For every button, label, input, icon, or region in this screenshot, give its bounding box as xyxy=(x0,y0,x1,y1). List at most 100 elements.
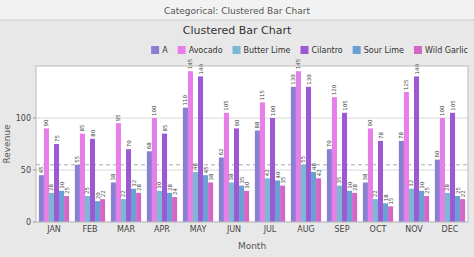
bar xyxy=(435,160,440,222)
data-label: 22 xyxy=(120,190,126,197)
data-label: 125 xyxy=(403,79,409,90)
data-label: 55 xyxy=(300,155,306,162)
data-label: 24 xyxy=(172,188,178,195)
bar xyxy=(327,149,332,222)
bar xyxy=(95,201,100,222)
bar xyxy=(111,182,116,222)
bar xyxy=(100,199,105,222)
legend-item: Cilantro xyxy=(301,46,343,55)
bar xyxy=(440,118,445,222)
bar xyxy=(270,118,275,222)
bar xyxy=(404,92,409,222)
data-label: 70 xyxy=(326,140,332,147)
bar xyxy=(234,128,239,222)
bar xyxy=(445,193,450,222)
legend-label: Sour Lime xyxy=(364,46,404,55)
bar xyxy=(203,175,208,222)
bar xyxy=(337,186,342,222)
x-tick-label: OCT xyxy=(370,225,387,234)
legend-item: Wild Garlic xyxy=(414,46,468,55)
x-tick-label: FEB xyxy=(82,225,97,234)
data-label: 38 xyxy=(208,173,214,180)
bar xyxy=(455,196,460,222)
bar xyxy=(198,76,203,222)
x-tick-label: MAY xyxy=(190,225,207,234)
bar xyxy=(64,196,69,222)
data-label: 120 xyxy=(331,84,337,95)
x-tick-label: MAR xyxy=(117,225,135,234)
data-label: 35 xyxy=(336,176,342,183)
legend-item: A xyxy=(151,46,168,55)
bar xyxy=(90,139,95,222)
data-label: 35 xyxy=(280,176,286,183)
bar xyxy=(306,87,311,222)
bar xyxy=(460,199,465,222)
data-label: 25 xyxy=(64,187,70,194)
data-label: 45 xyxy=(38,166,44,173)
data-label: 38 xyxy=(110,173,116,180)
bar xyxy=(419,191,424,222)
legend-label: A xyxy=(162,46,168,55)
x-tick-label: NOV xyxy=(405,225,423,234)
bar xyxy=(85,196,90,222)
data-label: 90 xyxy=(43,119,49,126)
plot-frame xyxy=(36,66,468,222)
bar xyxy=(131,189,136,222)
data-label: 48 xyxy=(311,163,317,170)
legend-item: Butter Lime xyxy=(233,46,291,55)
bar xyxy=(208,182,213,222)
data-label: 62 xyxy=(218,149,224,156)
bar xyxy=(296,71,301,222)
bar xyxy=(121,199,126,222)
bar xyxy=(193,172,198,222)
data-label: 90 xyxy=(234,119,240,126)
bar xyxy=(414,76,419,222)
bar xyxy=(59,191,64,222)
x-axis-label: Month xyxy=(238,241,266,251)
legend-label: Butter Lime xyxy=(244,46,291,55)
data-label: 115 xyxy=(259,89,265,100)
x-tick-label: JAN xyxy=(46,225,61,234)
bar xyxy=(229,182,234,222)
data-label: 28 xyxy=(444,183,450,190)
bar xyxy=(172,197,177,222)
bar xyxy=(368,128,373,222)
bar xyxy=(167,193,172,222)
bar xyxy=(80,134,85,222)
x-tick-label: JUN xyxy=(226,225,241,234)
bar xyxy=(136,193,141,222)
bar xyxy=(347,191,352,222)
toolbar xyxy=(0,0,474,20)
bar xyxy=(265,178,270,222)
bar xyxy=(280,186,285,222)
data-label: 45 xyxy=(203,166,209,173)
data-label: 95 xyxy=(115,114,121,121)
data-label: 28 xyxy=(48,183,54,190)
title: Clustered Bar Chart xyxy=(183,24,292,37)
bar xyxy=(291,87,296,222)
x-tick-label: JUL xyxy=(263,225,277,234)
legend-swatch xyxy=(353,46,361,54)
x-tick-label: SEP xyxy=(335,225,350,234)
data-label: 42 xyxy=(264,169,270,176)
bar xyxy=(363,182,368,222)
legend-item: Sour Lime xyxy=(353,46,404,55)
legend-swatch xyxy=(301,46,309,54)
plot-area xyxy=(36,66,468,222)
data-label: 105 xyxy=(223,100,229,111)
grid-line xyxy=(36,118,468,119)
data-label: 22 xyxy=(460,190,466,197)
data-label: 38 xyxy=(228,173,234,180)
bar xyxy=(373,199,378,222)
bar xyxy=(388,206,393,222)
bar xyxy=(301,165,306,222)
data-label: 28 xyxy=(136,183,142,190)
bar xyxy=(342,113,347,222)
legend-item: Avocado xyxy=(178,46,223,55)
data-label: 110 xyxy=(182,95,188,106)
data-label: 130 xyxy=(290,74,296,85)
legend-swatch xyxy=(414,46,422,54)
data-label: 100 xyxy=(439,105,445,116)
data-label: 78 xyxy=(378,131,384,138)
y-tick-label: 50 xyxy=(21,166,31,175)
